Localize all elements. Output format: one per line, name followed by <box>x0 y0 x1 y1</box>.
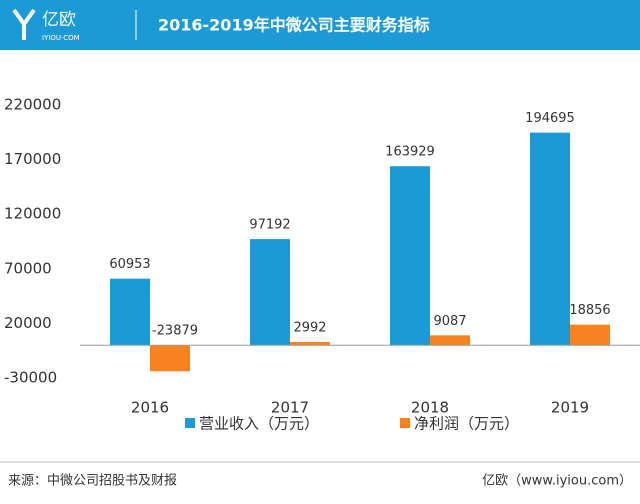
x-tick-label: 2017 <box>271 399 309 417</box>
value-label: -23879 <box>152 324 198 339</box>
logo-text: 亿欧 <box>42 10 76 30</box>
bar <box>430 335 470 346</box>
bar <box>530 132 570 346</box>
y-tick-label: 20000 <box>4 314 52 332</box>
value-label: 97192 <box>249 218 290 233</box>
bar <box>570 324 610 346</box>
value-label: 18856 <box>569 303 610 318</box>
y-tick-label: 70000 <box>4 259 52 277</box>
bar <box>390 166 430 346</box>
y-tick-label: 220000 <box>4 96 61 114</box>
x-tick-label: 2016 <box>131 399 169 417</box>
source: 来源：中微公司招股书及财报 <box>8 474 177 489</box>
y-tick-label: 120000 <box>4 205 61 223</box>
x-tick-label: 2019 <box>551 399 589 417</box>
logo-sub: IYIOU·COM <box>42 34 80 42</box>
legend-label: 净利润（万元） <box>414 415 519 433</box>
value-label: 163929 <box>385 145 435 160</box>
value-label: 9087 <box>433 314 466 329</box>
x-tick-label: 2018 <box>411 399 449 417</box>
value-label: 194695 <box>525 111 575 126</box>
legend-swatch <box>185 418 195 428</box>
bar <box>290 341 330 346</box>
chart-title: 2016-2019年中微公司主要财务指标 <box>158 16 430 35</box>
bar <box>250 239 290 346</box>
logo-icon <box>12 8 36 40</box>
legend-swatch <box>400 418 410 428</box>
value-label: 2992 <box>293 320 326 335</box>
value-label: 60953 <box>109 257 150 272</box>
brand: 亿欧（www.iyiou.com） <box>482 474 632 489</box>
y-tick-label: 170000 <box>4 150 61 168</box>
legend-label: 营业收入（万元） <box>199 415 319 433</box>
y-tick-label: -30000 <box>4 369 57 387</box>
bar <box>110 278 150 346</box>
bar <box>150 345 190 372</box>
header-bar <box>0 0 640 50</box>
